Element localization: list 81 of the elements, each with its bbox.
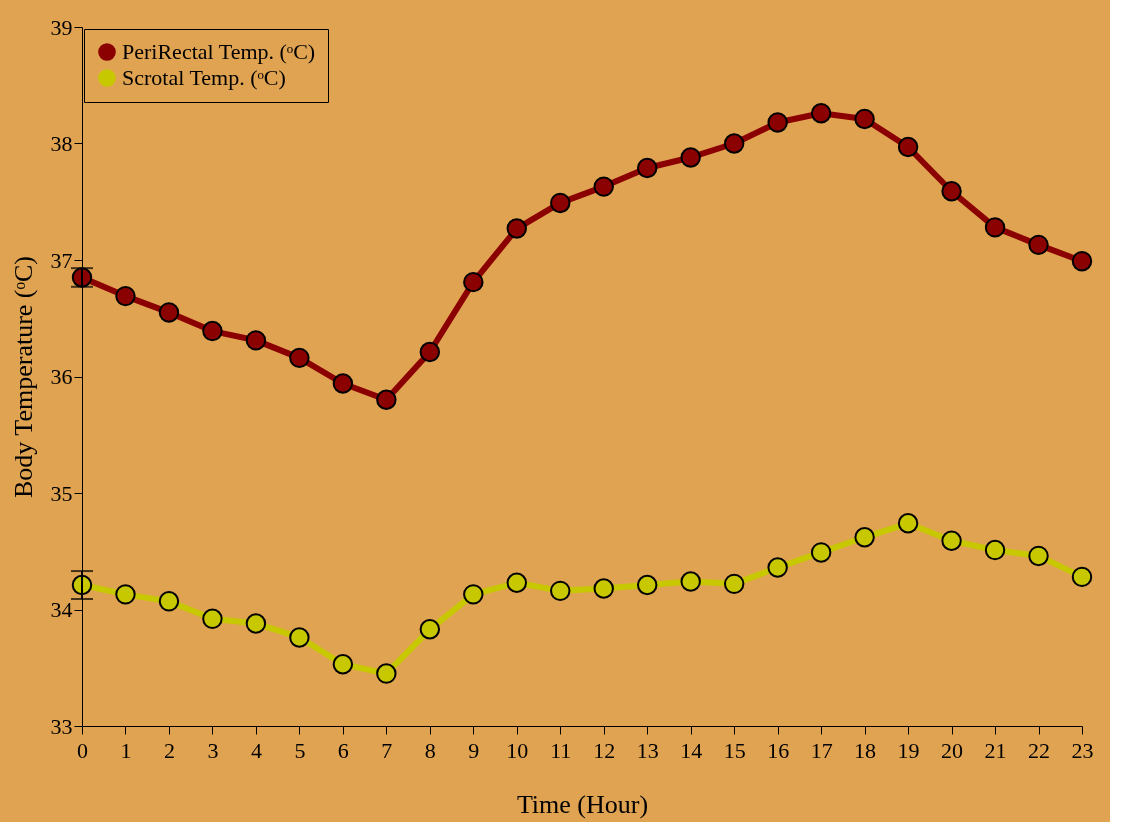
point	[376, 663, 397, 684]
x-tick-label: 2	[163, 737, 175, 763]
x-tick-label: 11	[550, 737, 572, 763]
y-tick-label: 35	[50, 480, 73, 506]
x-tick-label: 8	[424, 737, 436, 763]
point	[767, 112, 788, 133]
point	[637, 574, 658, 596]
point	[680, 147, 701, 168]
point	[984, 539, 1006, 561]
point	[289, 347, 310, 369]
x-tick-label: 4	[250, 737, 262, 763]
point	[941, 181, 962, 202]
x-tick-label: 5	[294, 737, 306, 763]
point	[897, 513, 919, 534]
point	[1071, 566, 1093, 588]
x-tick-label: 3	[207, 737, 219, 763]
x-tick-label: 21	[984, 737, 1007, 763]
point	[723, 573, 745, 595]
y-tick-label: 36	[50, 364, 73, 389]
point	[202, 608, 223, 630]
point	[550, 580, 571, 602]
x-tick-label: 18	[854, 737, 877, 763]
point	[1028, 234, 1049, 256]
point	[419, 619, 441, 640]
x-tick-label: 16	[767, 737, 790, 763]
point	[158, 302, 180, 323]
point	[506, 572, 527, 593]
point	[810, 103, 832, 124]
point	[941, 530, 962, 551]
point	[680, 571, 701, 592]
point	[897, 136, 919, 158]
point	[810, 542, 832, 563]
x-tick-label: 9	[468, 737, 480, 763]
point	[637, 157, 658, 179]
y-tick-label: 34	[50, 597, 73, 622]
point	[593, 176, 614, 197]
x-tick-label: 10	[506, 737, 529, 763]
point	[767, 557, 788, 578]
legend-label: Scrotal Temp. (ᵒC)	[122, 65, 286, 90]
point	[463, 584, 484, 605]
x-axis-title: Time (Hour)	[516, 789, 649, 819]
point	[376, 389, 397, 410]
y-tick-label: 39	[50, 14, 73, 40]
point	[245, 330, 267, 351]
point	[419, 341, 441, 363]
x-tick-label: 22	[1028, 737, 1051, 763]
point	[463, 271, 484, 293]
x-tick-label: 1	[120, 737, 132, 763]
point	[158, 591, 180, 612]
point	[332, 373, 354, 394]
point	[984, 217, 1006, 238]
x-tick-label: 15	[723, 737, 746, 763]
point	[854, 527, 875, 548]
y-tick-label: 33	[50, 713, 73, 739]
point	[289, 627, 310, 648]
point	[1071, 250, 1093, 272]
point	[332, 654, 354, 675]
point	[854, 108, 875, 130]
y-axis-title: Body Temperature (ᵒC)	[8, 255, 38, 499]
x-tick-label: 0	[77, 737, 88, 763]
point	[593, 578, 614, 599]
point	[723, 133, 745, 154]
point	[1028, 545, 1049, 567]
legend-label: PeriRectal Temp. (ᵒC)	[122, 39, 316, 64]
point	[550, 192, 571, 214]
point	[115, 285, 136, 307]
y-tick-label: 38	[50, 131, 73, 156]
x-tick-label: 23	[1071, 737, 1094, 763]
x-tick-label: 17	[810, 737, 833, 763]
point	[506, 218, 527, 239]
x-tick-label: 12	[593, 737, 616, 763]
x-tick-label: 7	[381, 737, 393, 763]
x-tick-label: 20	[941, 737, 964, 763]
x-tick-label: 6	[337, 737, 349, 763]
x-tick-label: 13	[636, 737, 659, 763]
y-tick-label: 37	[50, 247, 73, 273]
x-tick-label: 14	[680, 737, 703, 763]
x-tick-label: 19	[897, 737, 920, 763]
point	[115, 584, 136, 605]
point	[245, 613, 267, 634]
point	[202, 320, 223, 342]
